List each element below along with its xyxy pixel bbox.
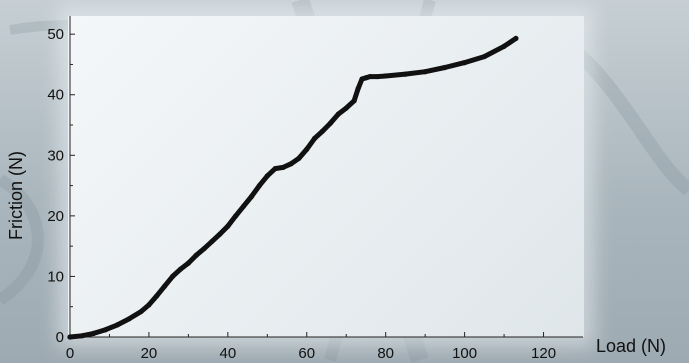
data-point-0-19 <box>241 203 247 209</box>
x-tick-label-100: 100 <box>452 345 477 362</box>
data-point-0-34 <box>355 86 361 92</box>
data-point-0-40 <box>402 71 409 77</box>
data-point-0-25 <box>288 161 294 167</box>
y-tick-label-30: 30 <box>47 147 64 164</box>
x-tick-label-20: 20 <box>141 345 158 362</box>
y-tick-label-10: 10 <box>47 268 64 285</box>
data-point-0-11 <box>177 266 184 272</box>
data-point-0-45 <box>501 43 507 49</box>
x-tick-label-0: 0 <box>66 345 74 362</box>
y-tick-label-40: 40 <box>47 87 64 104</box>
data-point-0-4 <box>114 322 120 328</box>
y-tick-label-20: 20 <box>47 208 64 225</box>
data-point-0-41 <box>422 69 428 75</box>
x-axis-title: Load (N) <box>596 336 667 356</box>
data-point-0-18 <box>233 213 239 219</box>
plot-area <box>68 16 584 337</box>
data-point-0-23 <box>272 166 278 172</box>
data-point-0-6 <box>138 308 144 315</box>
data-series <box>67 35 519 340</box>
x-tick-label-120: 120 <box>531 345 556 362</box>
y-tick-label-50: 50 <box>47 26 64 43</box>
y-tick-label-0: 0 <box>56 329 64 346</box>
data-point-0-43 <box>462 60 468 66</box>
data-point-0-35 <box>359 76 365 82</box>
data-point-0-36 <box>363 75 369 81</box>
data-point-0-16 <box>217 231 223 237</box>
data-point-0-33 <box>351 98 357 104</box>
data-point-0-5 <box>126 316 132 322</box>
data-point-0-46 <box>513 35 519 42</box>
data-point-0-17 <box>225 223 231 229</box>
tick-marks <box>69 33 545 338</box>
data-point-0-38 <box>375 73 381 80</box>
data-point-0-29 <box>319 128 326 134</box>
tick-labels: 0 20 40 60 80 100 120 0 10 20 30 40 50 <box>47 26 556 362</box>
data-point-0-8 <box>154 293 160 299</box>
data-point-0-0 <box>67 334 73 340</box>
axes <box>69 16 583 338</box>
data-point-0-7 <box>146 302 152 308</box>
data-point-0-24 <box>280 164 286 171</box>
data-point-0-12 <box>185 260 191 266</box>
data-point-0-31 <box>335 111 341 117</box>
data-point-0-1 <box>79 333 85 339</box>
data-point-0-22 <box>264 173 270 179</box>
data-point-0-44 <box>481 53 487 60</box>
data-point-0-20 <box>248 193 255 200</box>
x-tick-label-80: 80 <box>377 345 394 362</box>
data-point-0-32 <box>343 105 349 111</box>
y-axis-title: Friction (N) <box>6 151 26 240</box>
data-point-0-39 <box>383 73 389 79</box>
data-point-0-30 <box>327 120 334 126</box>
data-point-0-9 <box>162 283 168 289</box>
data-point-0-15 <box>209 238 215 244</box>
data-point-0-26 <box>296 155 302 161</box>
x-tick-label-60: 60 <box>298 345 315 362</box>
data-point-0-2 <box>91 330 97 336</box>
data-point-0-14 <box>201 245 207 252</box>
series-line-0 <box>67 35 519 340</box>
data-point-0-37 <box>367 73 373 80</box>
x-tick-label-40: 40 <box>220 345 237 362</box>
data-point-0-28 <box>312 135 318 141</box>
data-point-0-10 <box>170 273 176 280</box>
data-point-0-13 <box>193 252 199 258</box>
data-point-0-3 <box>102 327 109 333</box>
data-point-0-42 <box>442 64 448 71</box>
data-point-0-21 <box>256 182 263 189</box>
data-point-0-27 <box>304 146 310 152</box>
